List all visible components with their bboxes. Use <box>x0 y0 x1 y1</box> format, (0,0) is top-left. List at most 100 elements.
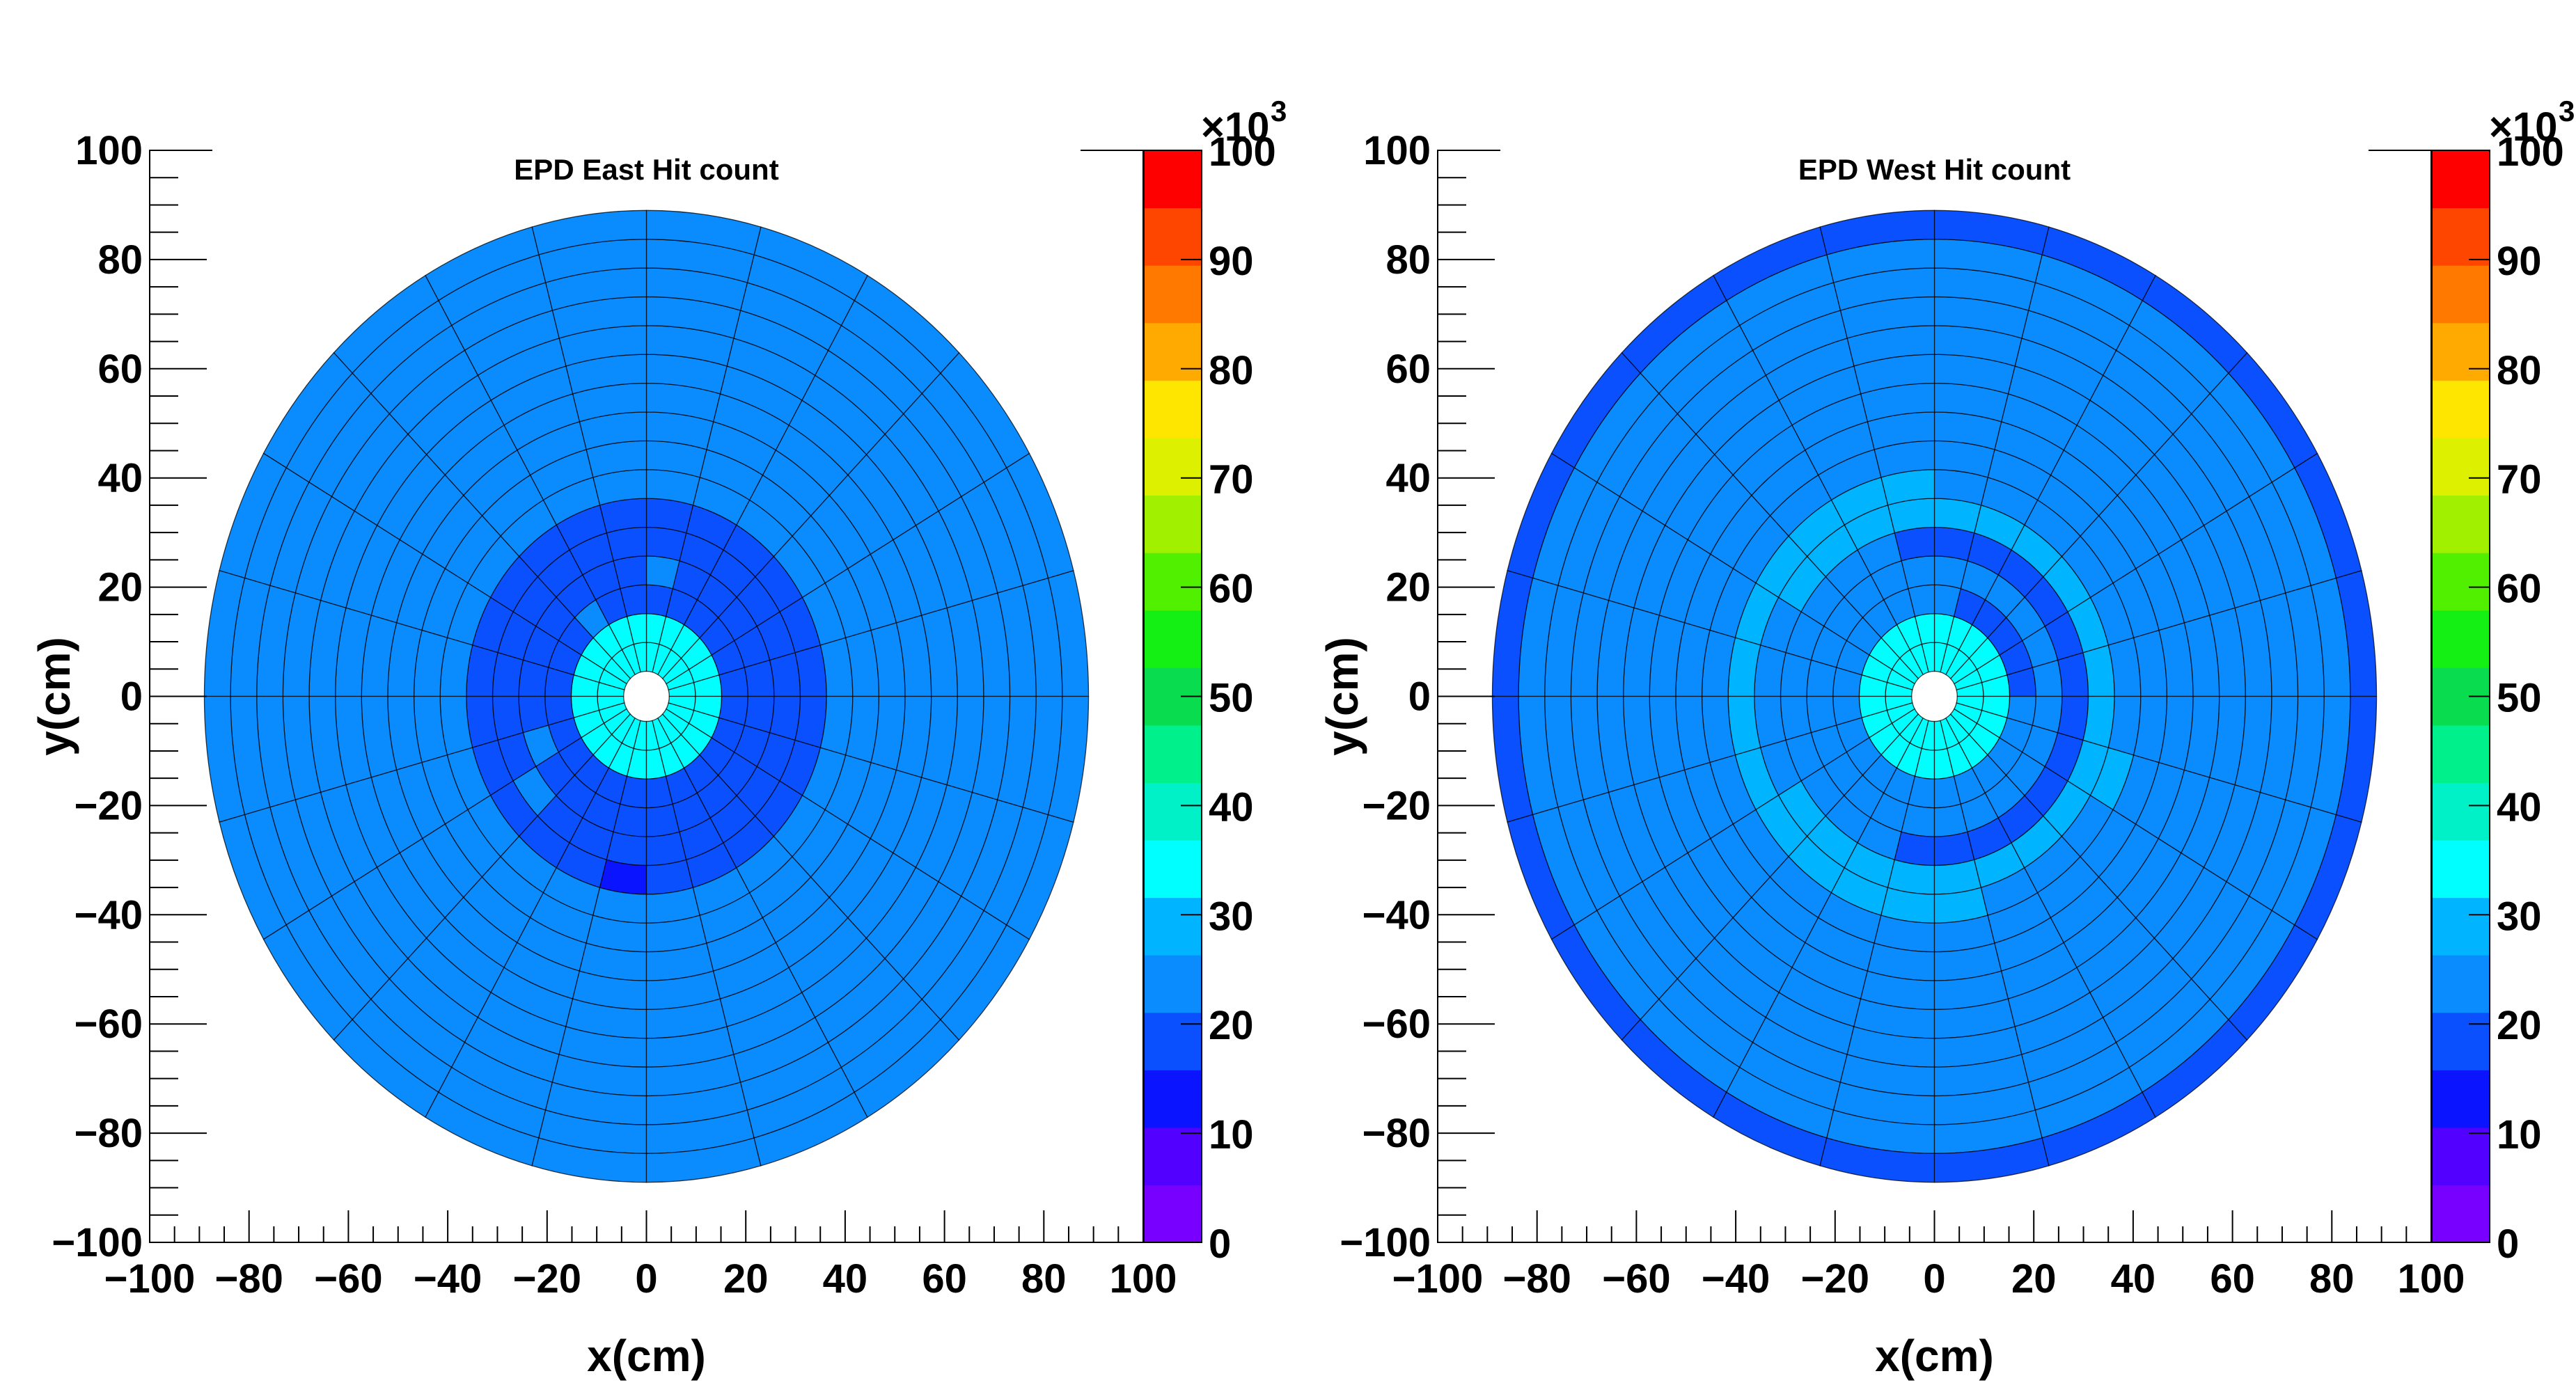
colorbar-tick-label: 50 <box>1209 676 1254 721</box>
colorbar-tick-label: 30 <box>1209 894 1254 939</box>
colorbar-segment <box>2432 1070 2490 1128</box>
y-tick-label: 40 <box>97 456 143 501</box>
colorbar-tick-label: 90 <box>2497 239 2542 284</box>
colorbar-segment <box>2432 495 2490 553</box>
colorbar-segment <box>2432 897 2490 956</box>
y-tick-label: 0 <box>1408 674 1431 720</box>
y-tick-label: 100 <box>1363 128 1431 173</box>
colorbar-tick-label: 60 <box>1209 567 1254 612</box>
x-tick-label: 0 <box>635 1256 657 1302</box>
colorbar-tick-label: 100 <box>1209 129 1276 175</box>
colorbar-segment <box>1144 955 1202 1013</box>
colorbar-tick-label: 40 <box>1209 784 1254 830</box>
x-tick-label: −80 <box>1503 1256 1571 1302</box>
y-tick-label: 40 <box>1385 456 1431 501</box>
y-tick-label: −40 <box>74 892 143 938</box>
y-tick-label: −60 <box>74 1002 143 1047</box>
x-tick-label: 80 <box>1021 1256 1067 1302</box>
colorbar-segment <box>2432 1185 2490 1243</box>
x-tick-label: 0 <box>1923 1256 1945 1302</box>
tile-cell <box>1780 651 1812 697</box>
y-axis-label: y(cm) <box>29 637 79 756</box>
tile-cell <box>606 831 647 867</box>
colorbar-segment <box>2432 1012 2490 1070</box>
colorbar-exponent: ×10 <box>2489 104 2557 150</box>
colorbar-exponent: ×10 <box>1201 104 1269 150</box>
tile-cell <box>1933 526 1975 562</box>
y-tick-label: −20 <box>74 783 143 828</box>
colorbar-segment <box>1144 1012 1202 1070</box>
tile-cell <box>492 651 524 697</box>
colorbar-tick-label: 100 <box>2497 129 2564 175</box>
y-tick-label: −20 <box>1362 783 1431 828</box>
x-tick-label: 60 <box>2210 1256 2255 1302</box>
x-axis-label: x(cm) <box>1875 1331 1994 1381</box>
y-tick-label: 60 <box>1385 347 1431 392</box>
y-tick-label: 20 <box>97 565 143 610</box>
colorbar-segment <box>1144 437 1202 496</box>
x-tick-label: −80 <box>215 1256 283 1302</box>
tile-cell <box>769 695 801 741</box>
colorbar-tick-label: 20 <box>2497 1003 2542 1048</box>
colorbar-segment <box>1144 207 1202 266</box>
y-tick-label: −80 <box>1362 1111 1431 1156</box>
tile-cell <box>2335 695 2378 823</box>
x-tick-label: 100 <box>1110 1256 1177 1302</box>
colorbar-tick-label: 80 <box>2497 348 2542 393</box>
x-tick-label: −60 <box>1602 1256 1670 1302</box>
x-tick-label: −20 <box>513 1256 581 1302</box>
colorbar-segment <box>1144 380 1202 438</box>
x-tick-label: 100 <box>2398 1256 2465 1302</box>
x-tick-label: −60 <box>314 1256 382 1302</box>
colorbar-tick-label: 50 <box>2497 676 2542 721</box>
colorbar-tick-label: 0 <box>2497 1221 2519 1267</box>
y-tick-label: 60 <box>97 347 143 392</box>
tile-cell <box>1894 831 1935 867</box>
chart-title: EPD West Hit count <box>1798 153 2071 186</box>
colorbar-segment <box>2432 207 2490 266</box>
colorbar-segment <box>2432 380 2490 438</box>
x-axis-label: x(cm) <box>587 1331 706 1381</box>
colorbar-exponent-power: 3 <box>1271 95 1287 127</box>
colorbar-segment <box>2432 437 2490 496</box>
x-tick-label: −20 <box>1801 1256 1869 1302</box>
x-tick-label: 80 <box>2309 1256 2355 1302</box>
colorbar-tick-label: 30 <box>2497 894 2542 939</box>
x-tick-label: 40 <box>823 1256 868 1302</box>
colorbar-segment <box>1144 553 1202 611</box>
colorbar-segment <box>1144 1070 1202 1128</box>
colorbar-segment <box>2432 1127 2490 1186</box>
colorbar-segment <box>1144 265 1202 324</box>
colorbar-segment <box>2432 782 2490 841</box>
y-tick-label: −100 <box>1340 1220 1431 1265</box>
colorbar-segment <box>2432 322 2490 381</box>
y-tick-label: 80 <box>97 237 143 283</box>
x-tick-label: 40 <box>2111 1256 2156 1302</box>
y-tick-label: −80 <box>74 1111 143 1156</box>
colorbar-segment <box>1144 322 1202 381</box>
y-tick-label: 0 <box>120 674 143 720</box>
tile-cell <box>645 526 687 562</box>
y-tick-label: −100 <box>52 1220 143 1265</box>
colorbar-segment <box>1144 897 1202 956</box>
x-tick-label: −40 <box>1702 1256 1770 1302</box>
y-axis-label: y(cm) <box>1317 637 1367 756</box>
y-tick-label: −60 <box>1362 1002 1431 1047</box>
colorbar-tick-label: 80 <box>1209 348 1254 393</box>
colorbar-segment <box>1144 839 1202 899</box>
colorbar-segment <box>1144 495 1202 553</box>
colorbar-tick-label: 10 <box>1209 1112 1254 1157</box>
colorbar-tick-label: 70 <box>1209 457 1254 503</box>
y-tick-label: 20 <box>1385 565 1431 610</box>
x-tick-label: 20 <box>723 1256 769 1302</box>
panel-west: −100 −80 −60 −40 −20 0 20 40 60 80 100−100−80−60−4… <box>1317 95 2575 1381</box>
colorbar-tick-label: 90 <box>1209 239 1254 284</box>
x-tick-label: 20 <box>2011 1256 2057 1302</box>
colorbar-segment <box>1144 1185 1202 1243</box>
colorbar-segment <box>1144 610 1202 668</box>
y-tick-label: 100 <box>75 128 143 173</box>
panel-east: −100 −80 −60 −40 −20 0 20 40 60 80 100−100−80−60−4… <box>29 95 1287 1381</box>
colorbar-segment <box>2432 725 2490 783</box>
x-tick-label: −100 <box>104 1256 196 1302</box>
